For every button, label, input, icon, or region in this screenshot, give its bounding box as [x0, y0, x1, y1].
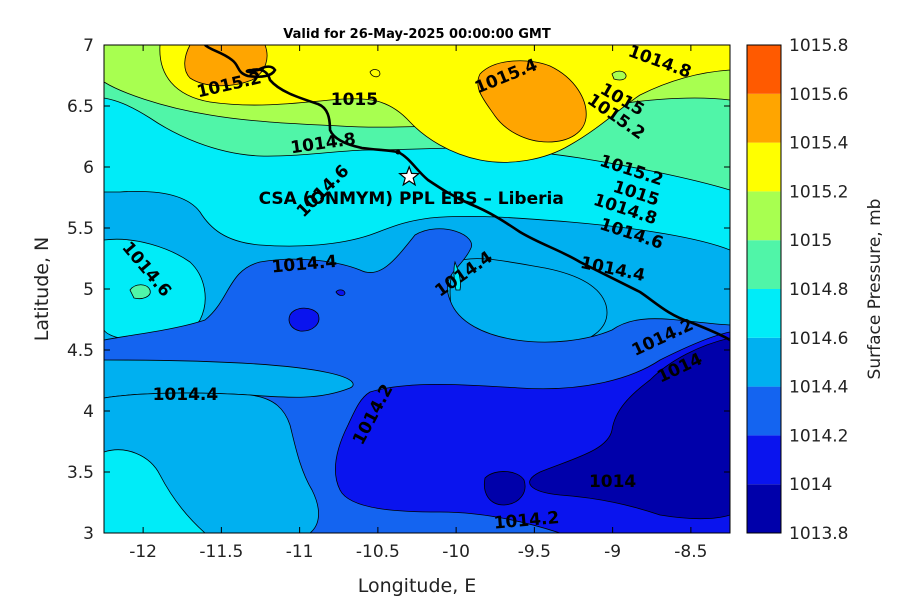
colorbar-swatch [747, 386, 781, 436]
coastline-marker [395, 149, 401, 155]
colorbar-tick-label: 1015.8 [789, 36, 848, 56]
contour-label: 1014.4 [153, 385, 219, 405]
fill-level-1014-0-dot [335, 289, 346, 296]
fill-level-1013-8-east [529, 337, 730, 520]
contour-label: 1014 [589, 472, 636, 492]
x-tick-label: -8.5 [674, 542, 707, 562]
fill-level-1013-8-south [483, 471, 526, 506]
colorbar-label: Surface Pressure, mb [865, 199, 885, 380]
fill-level-1015-2-band [159, 45, 730, 163]
colorbar-tick-label: 1013.8 [789, 524, 848, 544]
x-tick-label: -11 [286, 542, 314, 562]
colorbar-tick-label: 1015.4 [789, 134, 848, 154]
fill-level-1014-6-southwest [104, 449, 206, 533]
colorbar-swatch [747, 93, 781, 143]
colorbar-tick-label: 1015 [789, 231, 832, 251]
colorbar-tick-label: 1014.6 [789, 329, 848, 349]
site-marker-group: CSA (ONMYM) PPL EBS – Liberia [259, 165, 564, 209]
site-label: CSA (ONMYM) PPL EBS – Liberia [259, 189, 564, 209]
x-tick-label: -10 [442, 542, 470, 562]
x-tick-label: -9 [604, 542, 621, 562]
y-tick-label: 6.5 [67, 97, 94, 117]
fill-level-1014-0-small [288, 307, 320, 332]
y-tick-label: 4.5 [67, 341, 94, 361]
colorbar-tick-label: 1014.8 [789, 280, 848, 300]
y-tick-label: 4 [83, 402, 94, 422]
colorbar-swatch [747, 191, 781, 241]
y-tick-label: 5 [83, 280, 94, 300]
contour-label: 1015 [331, 90, 378, 110]
fill-level-1014-6-east-blob [611, 70, 627, 81]
colorbar-swatch [747, 142, 781, 192]
colorbar-swatch [747, 337, 781, 387]
colorbar-tick-label: 1015.6 [789, 85, 848, 105]
colorbar-swatch [747, 45, 781, 94]
colorbar-tick-label: 1014 [789, 475, 832, 495]
y-tick-label: 7 [83, 36, 94, 56]
x-tick-label: -9.5 [518, 542, 551, 562]
colorbar-tick-label: 1015.2 [789, 182, 848, 202]
colorbar-swatch [747, 435, 781, 485]
colorbar-swatch [747, 484, 781, 533]
site-star-icon [398, 165, 421, 187]
colorbar-tick-label: 1014.4 [789, 378, 848, 398]
fill-level-1014-8-west-blob [129, 284, 151, 299]
y-tick-label: 3.5 [67, 463, 94, 483]
colorbar-tick-label: 1014.2 [789, 426, 848, 446]
fill-level-1015-2-dot [369, 69, 381, 78]
x-tick-label: -12 [129, 542, 157, 562]
x-axis: -12 -11.5 -11 -10.5 -10 -9.5 -9 -8.5 [129, 45, 707, 562]
colorbar: 1013.8 1014 1014.2 1014.4 1014.6 1014.8 1015 10… [746, 36, 848, 544]
colorbar-frame [746, 44, 782, 534]
y-tick-label: 5.5 [67, 219, 94, 239]
colorbar-swatch [747, 289, 781, 338]
fill-level-1015-4-band [477, 60, 587, 143]
y-tick-label: 3 [83, 524, 94, 544]
y-axis: 3 3.5 4 4.5 5 5.5 6 6.5 7 [67, 36, 730, 544]
y-tick-label: 6 [83, 158, 94, 178]
contour-fill-layer [104, 45, 730, 533]
colorbar-swatch [747, 240, 781, 289]
coastline [204, 45, 730, 342]
fill-level-1014-4-strip [453, 260, 461, 291]
chart-title: Valid for 26-May-2025 00:00:00 GMT [283, 27, 551, 42]
x-tick-label: -11.5 [199, 542, 243, 562]
y-axis-label: Latitude, N [31, 237, 53, 342]
x-axis-label: Longitude, E [358, 575, 477, 597]
x-tick-label: -10.5 [356, 542, 400, 562]
